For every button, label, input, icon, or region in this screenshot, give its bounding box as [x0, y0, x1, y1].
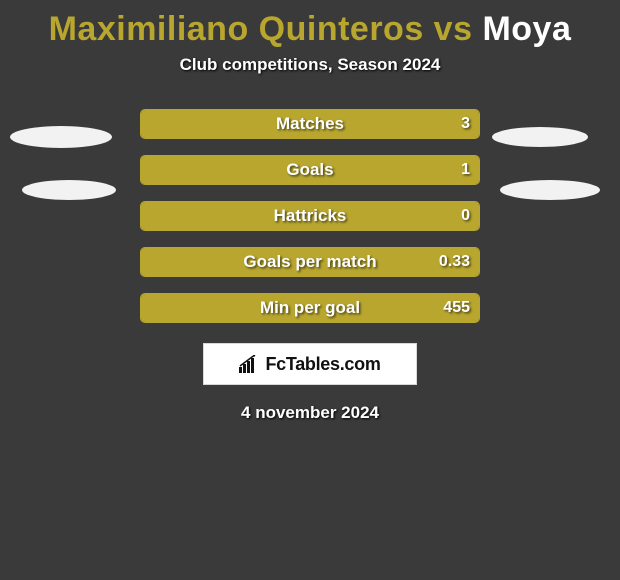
stat-row: Min per goal455 — [0, 287, 620, 333]
logo-box: FcTables.com — [203, 343, 417, 385]
bar-track — [140, 247, 480, 277]
vs-text: vs — [424, 10, 483, 48]
bar-track — [140, 109, 480, 139]
bar-fill — [141, 202, 479, 230]
logo-text: FcTables.com — [265, 354, 380, 375]
stat-row: Goals per match0.33 — [0, 241, 620, 287]
ellipse-icon — [500, 180, 600, 200]
ellipse-icon — [492, 127, 588, 147]
player1-name: Maximiliano Quinteros — [49, 10, 424, 48]
date-text: 4 november 2024 — [0, 403, 620, 423]
bar-track — [140, 201, 480, 231]
bar-fill — [141, 110, 479, 138]
page-title: Maximiliano Quinteros vs Moya — [0, 0, 620, 55]
fctables-logo: FcTables.com — [239, 354, 380, 375]
bar-track — [140, 155, 480, 185]
ellipse-icon — [10, 126, 112, 148]
bar-fill — [141, 294, 479, 322]
subtitle: Club competitions, Season 2024 — [0, 55, 620, 103]
stat-row: Hattricks0 — [0, 195, 620, 241]
bar-fill — [141, 156, 479, 184]
bar-track — [140, 293, 480, 323]
comparison-card: Maximiliano Quinteros vs Moya Club compe… — [0, 0, 620, 580]
player2-name: Moya — [482, 10, 571, 48]
bars-icon — [239, 355, 261, 373]
bar-fill — [141, 248, 479, 276]
ellipse-icon — [22, 180, 116, 200]
